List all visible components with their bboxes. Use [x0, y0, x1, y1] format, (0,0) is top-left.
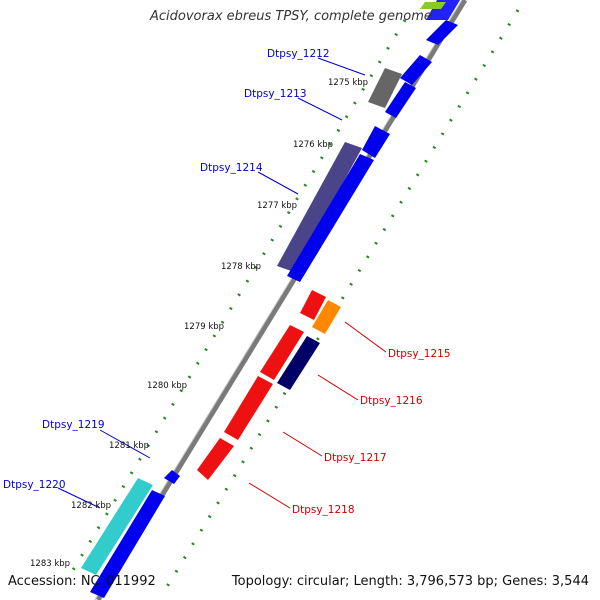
tick-label: 1278 kbp — [221, 262, 261, 272]
gene-blue-1[interactable] — [426, 20, 458, 45]
gene-label-dtpsy-1212[interactable]: Dtpsy_1212 — [267, 48, 330, 60]
leader-dtpsy-1216 — [317, 374, 359, 401]
genome-summary-text: Topology: circular; Length: 3,796,573 bp… — [231, 574, 589, 589]
gene-label-dtpsy-1218[interactable]: Dtpsy_1218 — [292, 504, 355, 516]
gene-dtpsy-1218-reverse[interactable] — [197, 438, 234, 480]
gene-blue-3[interactable] — [385, 82, 416, 118]
gene-dtpsy-1217-reverse[interactable] — [224, 376, 273, 440]
gene-label-dtpsy-1213[interactable]: Dtpsy_1213 — [244, 88, 307, 100]
tick-labels: 1275 kbp 1276 kbp 1277 kbp 1278 kbp 1279… — [30, 78, 368, 569]
outer-dotted-track — [163, 9, 520, 591]
gene-dtpsy-1215-reverse-red[interactable] — [300, 290, 326, 320]
gene-blue-6[interactable] — [164, 470, 180, 484]
leader-dtpsy-1217 — [282, 431, 323, 457]
leader-dtpsy-1220 — [57, 487, 101, 509]
tick-label: 1282 kbp — [71, 501, 111, 511]
gene-dtpsy-1212-forward-part[interactable] — [420, 2, 446, 9]
accession-text: Accession: NC_011992 — [8, 574, 156, 589]
gene-dtpsy-1216-reverse[interactable] — [277, 336, 320, 390]
gene-label-dtpsy-1219[interactable]: Dtpsy_1219 — [42, 419, 105, 431]
gene-dtpsy-1216-red[interactable] — [260, 325, 304, 380]
leader-dtpsy-1215 — [344, 321, 387, 353]
leader-dtpsy-1214 — [257, 171, 299, 195]
gene-blue-2[interactable] — [400, 55, 432, 85]
inner-dotted-track — [68, 19, 407, 576]
reverse-gene-labels: Dtpsy_1215 Dtpsy_1216 Dtpsy_1217 Dtpsy_1… — [292, 348, 451, 516]
leader-dtpsy-1212 — [317, 57, 366, 76]
gene-blue-4[interactable] — [362, 126, 390, 158]
forward-label-leaders — [57, 57, 366, 509]
leader-dtpsy-1218 — [248, 482, 291, 509]
gene-dtpsy-1212-forward[interactable] — [368, 68, 402, 108]
leader-dtpsy-1213 — [297, 97, 343, 121]
gene-label-dtpsy-1214[interactable]: Dtpsy_1214 — [200, 162, 263, 174]
reverse-label-leaders — [248, 321, 387, 509]
tick-label: 1283 kbp — [30, 559, 70, 569]
gene-label-dtpsy-1216[interactable]: Dtpsy_1216 — [360, 395, 423, 407]
gene-blue-5[interactable] — [287, 154, 374, 282]
tick-label: 1280 kbp — [147, 381, 187, 391]
gene-dtpsy-1220-forward[interactable] — [81, 478, 153, 575]
gene-dtpsy-1215-reverse[interactable] — [312, 300, 341, 334]
tick-label: 1281 kbp — [109, 441, 149, 451]
tick-label: 1275 kbp — [328, 78, 368, 88]
tick-label: 1279 kbp — [184, 322, 224, 332]
reverse-genes — [197, 290, 341, 480]
forward-blue-track — [90, 20, 458, 598]
forward-genes — [81, 0, 460, 575]
gene-dtpsy-1214-forward[interactable] — [277, 142, 362, 272]
leader-dtpsy-1219 — [99, 429, 151, 459]
forward-gene-labels: Dtpsy_1212 Dtpsy_1213 Dtpsy_1214 Dtpsy_1… — [3, 48, 330, 491]
gene-label-dtpsy-1217[interactable]: Dtpsy_1217 — [324, 452, 387, 464]
gene-label-dtpsy-1215[interactable]: Dtpsy_1215 — [388, 348, 451, 360]
tick-label: 1277 kbp — [257, 201, 297, 211]
genome-title: Acidovorax ebreus TPSY, complete genome — [150, 9, 432, 24]
tick-label: 1276 kbp — [293, 140, 333, 150]
gene-label-dtpsy-1220[interactable]: Dtpsy_1220 — [3, 479, 66, 491]
gene-blue-7[interactable] — [90, 490, 165, 598]
